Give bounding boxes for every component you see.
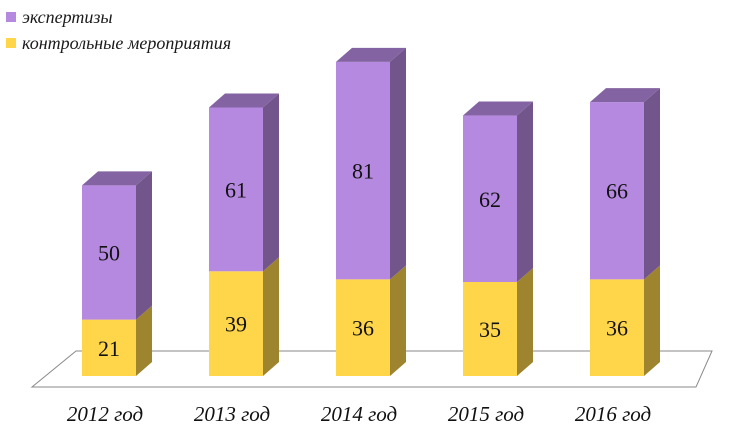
- category-label-0: 2012 год: [67, 402, 143, 426]
- bar-expertises-1: [209, 107, 263, 272]
- bar-control-events-side-1: [263, 257, 279, 376]
- bar-control-events-3: [463, 282, 517, 376]
- legend: экспертизы контрольные мероприятия: [6, 4, 231, 56]
- bar-control-events-side-3: [517, 268, 533, 376]
- bar-expertises-0: [82, 185, 136, 320]
- data-label-expertises-3: 62: [479, 187, 501, 212]
- data-label-expertises-2: 81: [352, 159, 374, 184]
- data-label-control-events-0: 21: [98, 336, 120, 361]
- data-label-control-events-2: 36: [352, 316, 374, 341]
- legend-item-control-events: контрольные мероприятия: [6, 30, 231, 56]
- category-label-1: 2013 год: [194, 402, 270, 426]
- data-label-control-events-3: 35: [479, 317, 501, 342]
- data-label-control-events-1: 39: [225, 312, 247, 337]
- legend-item-expertises: экспертизы: [6, 4, 231, 30]
- bar-expertises-2: [336, 61, 390, 280]
- bar-control-events-2: [336, 279, 390, 376]
- bar-expertises-side-1: [263, 93, 279, 272]
- data-label-expertises-4: 66: [606, 179, 628, 204]
- bar-control-events-1: [209, 271, 263, 376]
- bar-control-events-0: [82, 319, 136, 376]
- bar-expertises-side-4: [644, 88, 660, 280]
- data-label-control-events-4: 36: [606, 316, 628, 341]
- category-label-3: 2015 год: [448, 402, 524, 426]
- bar-control-events-side-2: [390, 265, 406, 376]
- bar-expertises-side-2: [390, 47, 406, 280]
- category-label-4: 2016 год: [575, 402, 651, 426]
- bar-expertises-side-3: [517, 101, 533, 283]
- bar-expertises-top-0: [82, 171, 152, 186]
- legend-label-expertises: экспертизы: [22, 6, 113, 27]
- bar-control-events-side-0: [136, 305, 152, 376]
- bar-expertises-top-1: [209, 93, 279, 108]
- legend-label-control-events: контрольные мероприятия: [22, 32, 232, 53]
- bar-expertises-4: [590, 102, 644, 280]
- bar-expertises-3: [463, 115, 517, 283]
- data-label-expertises-1: 61: [225, 177, 247, 202]
- legend-swatch-expertises: [6, 12, 16, 22]
- bar-expertises-top-3: [463, 101, 533, 116]
- data-label-expertises-0: 50: [98, 240, 120, 265]
- bar-expertises-top-4: [590, 88, 660, 103]
- bar-expertises-side-0: [136, 171, 152, 320]
- bar-control-events-4: [590, 279, 644, 376]
- bar-control-events-side-4: [644, 265, 660, 376]
- legend-swatch-control-events: [6, 38, 16, 48]
- bar-expertises-top-2: [336, 47, 406, 62]
- category-label-2: 2014 год: [321, 402, 397, 426]
